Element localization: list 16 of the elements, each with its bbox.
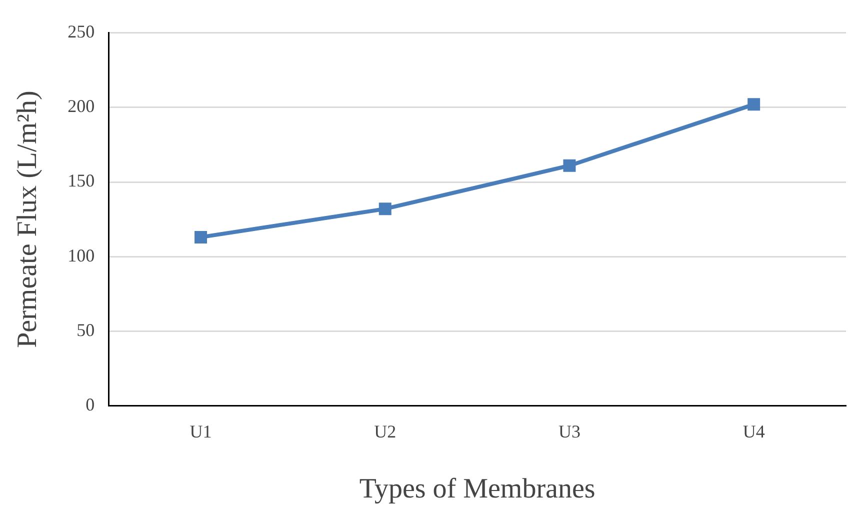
x-tick-label: U2	[374, 421, 396, 442]
y-tick-label: 50	[76, 320, 95, 340]
x-tick-label: U1	[190, 421, 212, 442]
y-tick-label: 150	[68, 170, 95, 191]
point	[378, 202, 392, 216]
x-tick-label: U4	[742, 421, 765, 442]
x-axis-title: Types of Membranes	[359, 474, 596, 505]
y-tick-label: 100	[68, 245, 95, 266]
y-tick-label: 0	[86, 394, 95, 415]
point	[563, 159, 576, 172]
y-tick-label: 200	[68, 96, 95, 116]
y-axis-title: Permeate Flux (L/m²h)	[12, 90, 44, 348]
x-tick-label: U3	[558, 421, 580, 442]
point	[194, 230, 208, 244]
point	[748, 98, 760, 111]
y-tick-label: 250	[68, 22, 95, 42]
